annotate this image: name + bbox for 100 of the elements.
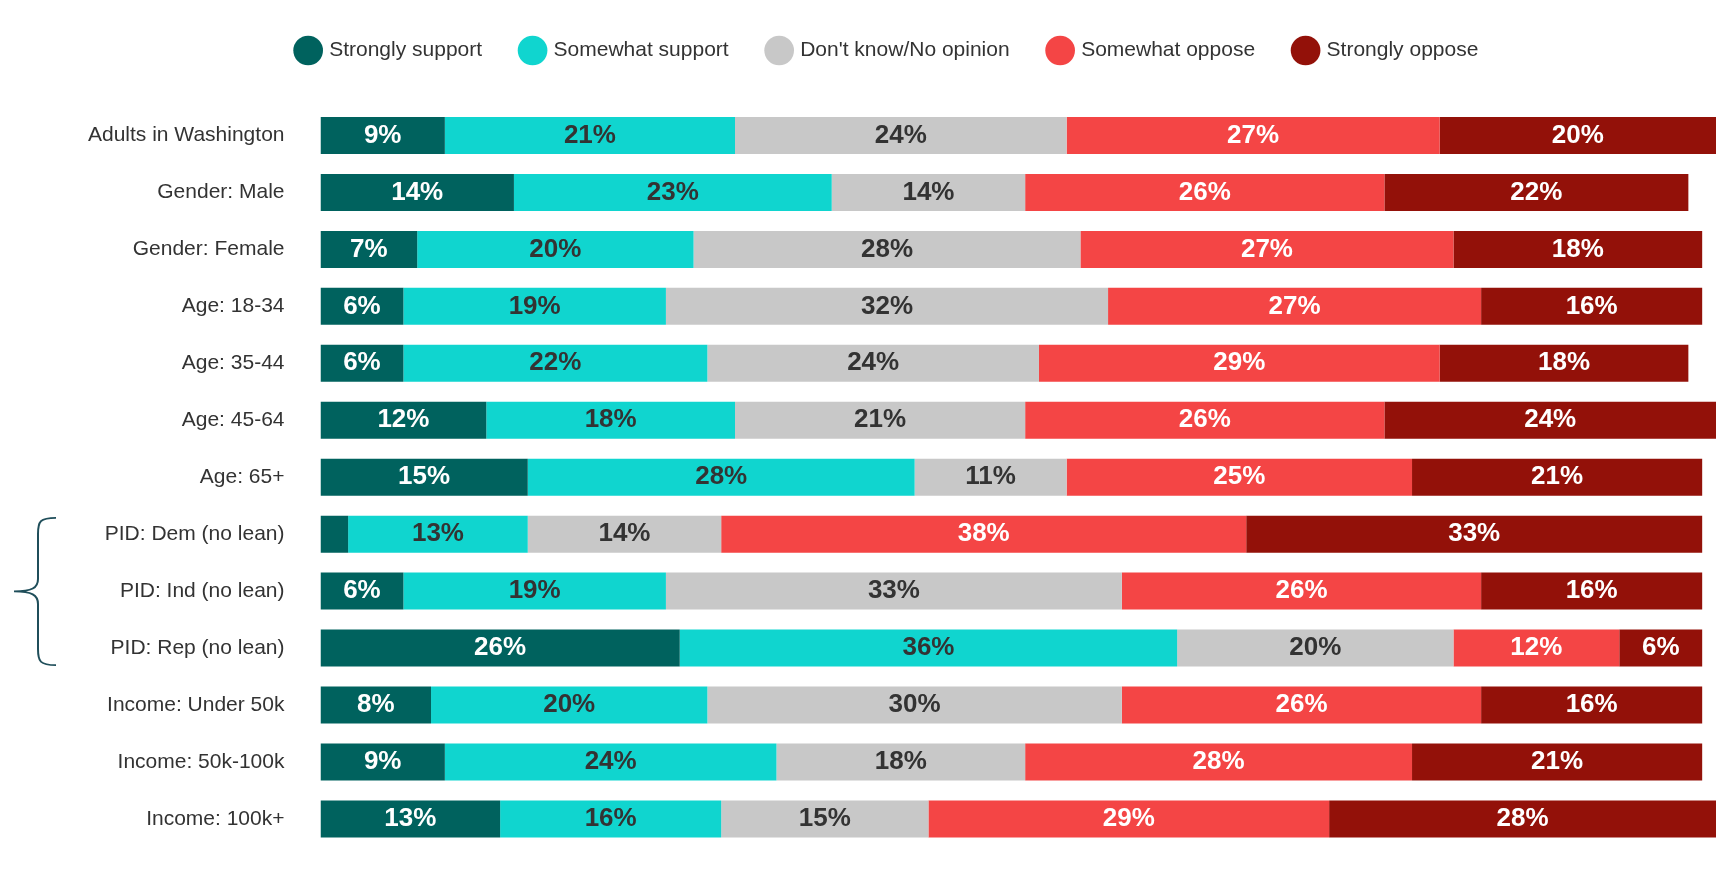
data-label: 36% — [902, 631, 955, 662]
bar — [1481, 287, 1703, 325]
data-label: 26% — [1178, 175, 1231, 206]
bar — [320, 515, 349, 553]
bar — [500, 800, 722, 838]
data-label: 26% — [1275, 574, 1328, 605]
bar — [1481, 686, 1703, 724]
bar — [776, 743, 1026, 781]
data-label: 32% — [860, 289, 914, 320]
y-tick-label: Age: 35-44 — [181, 350, 285, 374]
data-label: 7% — [350, 232, 388, 263]
bar — [679, 629, 1178, 667]
data-label: 16% — [1565, 574, 1618, 605]
y-tick-label: Age: 18-34 — [181, 293, 285, 317]
bar — [320, 800, 501, 838]
data-label: 24% — [874, 118, 927, 149]
bar — [707, 344, 1039, 382]
data-label: 33% — [867, 574, 920, 605]
y-tick-label: Age: 45-64 — [181, 407, 285, 431]
y-tick-label: Income: 50k-100k — [117, 748, 285, 772]
data-label: 13% — [411, 517, 464, 548]
bar — [1066, 458, 1413, 496]
bar — [735, 401, 1026, 439]
bar — [320, 116, 445, 154]
data-label: 38% — [957, 517, 1010, 548]
bar — [1121, 686, 1482, 724]
data-label: 29% — [1102, 802, 1155, 833]
data-label: 16% — [1565, 688, 1618, 719]
y-tick-label: Gender: Male — [157, 179, 285, 203]
data-label: 6% — [1641, 631, 1680, 662]
bar — [1080, 230, 1454, 268]
data-label: 14% — [598, 517, 651, 548]
data-label: 16% — [1565, 289, 1618, 320]
bar — [831, 173, 1026, 211]
bar — [735, 116, 1067, 154]
data-label: 22% — [1510, 175, 1563, 206]
bar — [403, 287, 666, 325]
bar — [320, 629, 680, 667]
y-tick-label: PID: Ind (no lean) — [119, 577, 285, 601]
bar — [320, 173, 514, 211]
bar — [1329, 800, 1716, 838]
bar — [348, 515, 528, 553]
data-label: 28% — [860, 232, 914, 263]
bar — [693, 230, 1081, 268]
data-label: 21% — [563, 118, 616, 149]
data-label: 23% — [646, 175, 699, 206]
bar — [1412, 743, 1703, 781]
data-label: 18% — [584, 403, 637, 434]
data-label: 20% — [1289, 631, 1342, 662]
bar — [665, 572, 1122, 610]
data-label: 9% — [363, 118, 402, 149]
data-label: 26% — [1275, 688, 1328, 719]
bar — [721, 800, 929, 838]
data-label: 13% — [384, 802, 437, 833]
legend-label: Somewhat support — [553, 37, 729, 61]
data-label: 28% — [1192, 745, 1245, 776]
data-label: 22% — [529, 346, 582, 377]
data-label: 9% — [363, 745, 402, 776]
data-label: 24% — [847, 346, 900, 377]
bar — [320, 458, 528, 496]
bar — [1025, 173, 1385, 211]
bar — [403, 344, 708, 382]
data-label: 24% — [584, 745, 637, 776]
y-tick-label: Age: 65+ — [199, 464, 285, 487]
data-label: 12% — [377, 403, 430, 434]
data-label: 21% — [1531, 745, 1584, 776]
y-tick-label: Income: Under 50k — [107, 691, 285, 715]
bar — [1412, 458, 1703, 496]
bar — [1038, 344, 1440, 382]
bar — [914, 458, 1067, 496]
bar — [1439, 344, 1689, 382]
bar — [1066, 116, 1440, 154]
data-label: 12% — [1510, 631, 1563, 662]
data-label: 27% — [1227, 118, 1280, 149]
bar — [928, 800, 1330, 838]
bar — [1121, 572, 1482, 610]
legend-label: Don't know/No opinion — [800, 37, 1010, 61]
legend-label: Strongly oppose — [1326, 37, 1479, 61]
data-label: 14% — [391, 175, 444, 206]
bar — [1246, 515, 1703, 553]
bar — [1453, 629, 1620, 667]
bar — [1025, 743, 1413, 781]
data-label: 14% — [902, 175, 955, 206]
bar — [707, 686, 1122, 724]
bar — [320, 401, 487, 439]
bar — [527, 515, 722, 553]
legend-label: Strongly support — [329, 37, 483, 61]
bar — [444, 116, 735, 154]
data-label: 19% — [508, 289, 561, 320]
data-label: 26% — [1178, 403, 1231, 434]
bar — [527, 458, 915, 496]
y-tick-label: PID: Dem (no lean) — [104, 520, 285, 544]
y-tick-label: Adults in Washington — [88, 122, 285, 146]
bar — [403, 572, 666, 610]
bar — [1439, 116, 1716, 154]
bar — [417, 230, 694, 268]
y-tick-label: PID: Rep (no lean) — [110, 634, 285, 658]
data-label: 15% — [398, 460, 451, 491]
data-label: 21% — [854, 403, 907, 434]
data-label: 18% — [1537, 346, 1591, 377]
